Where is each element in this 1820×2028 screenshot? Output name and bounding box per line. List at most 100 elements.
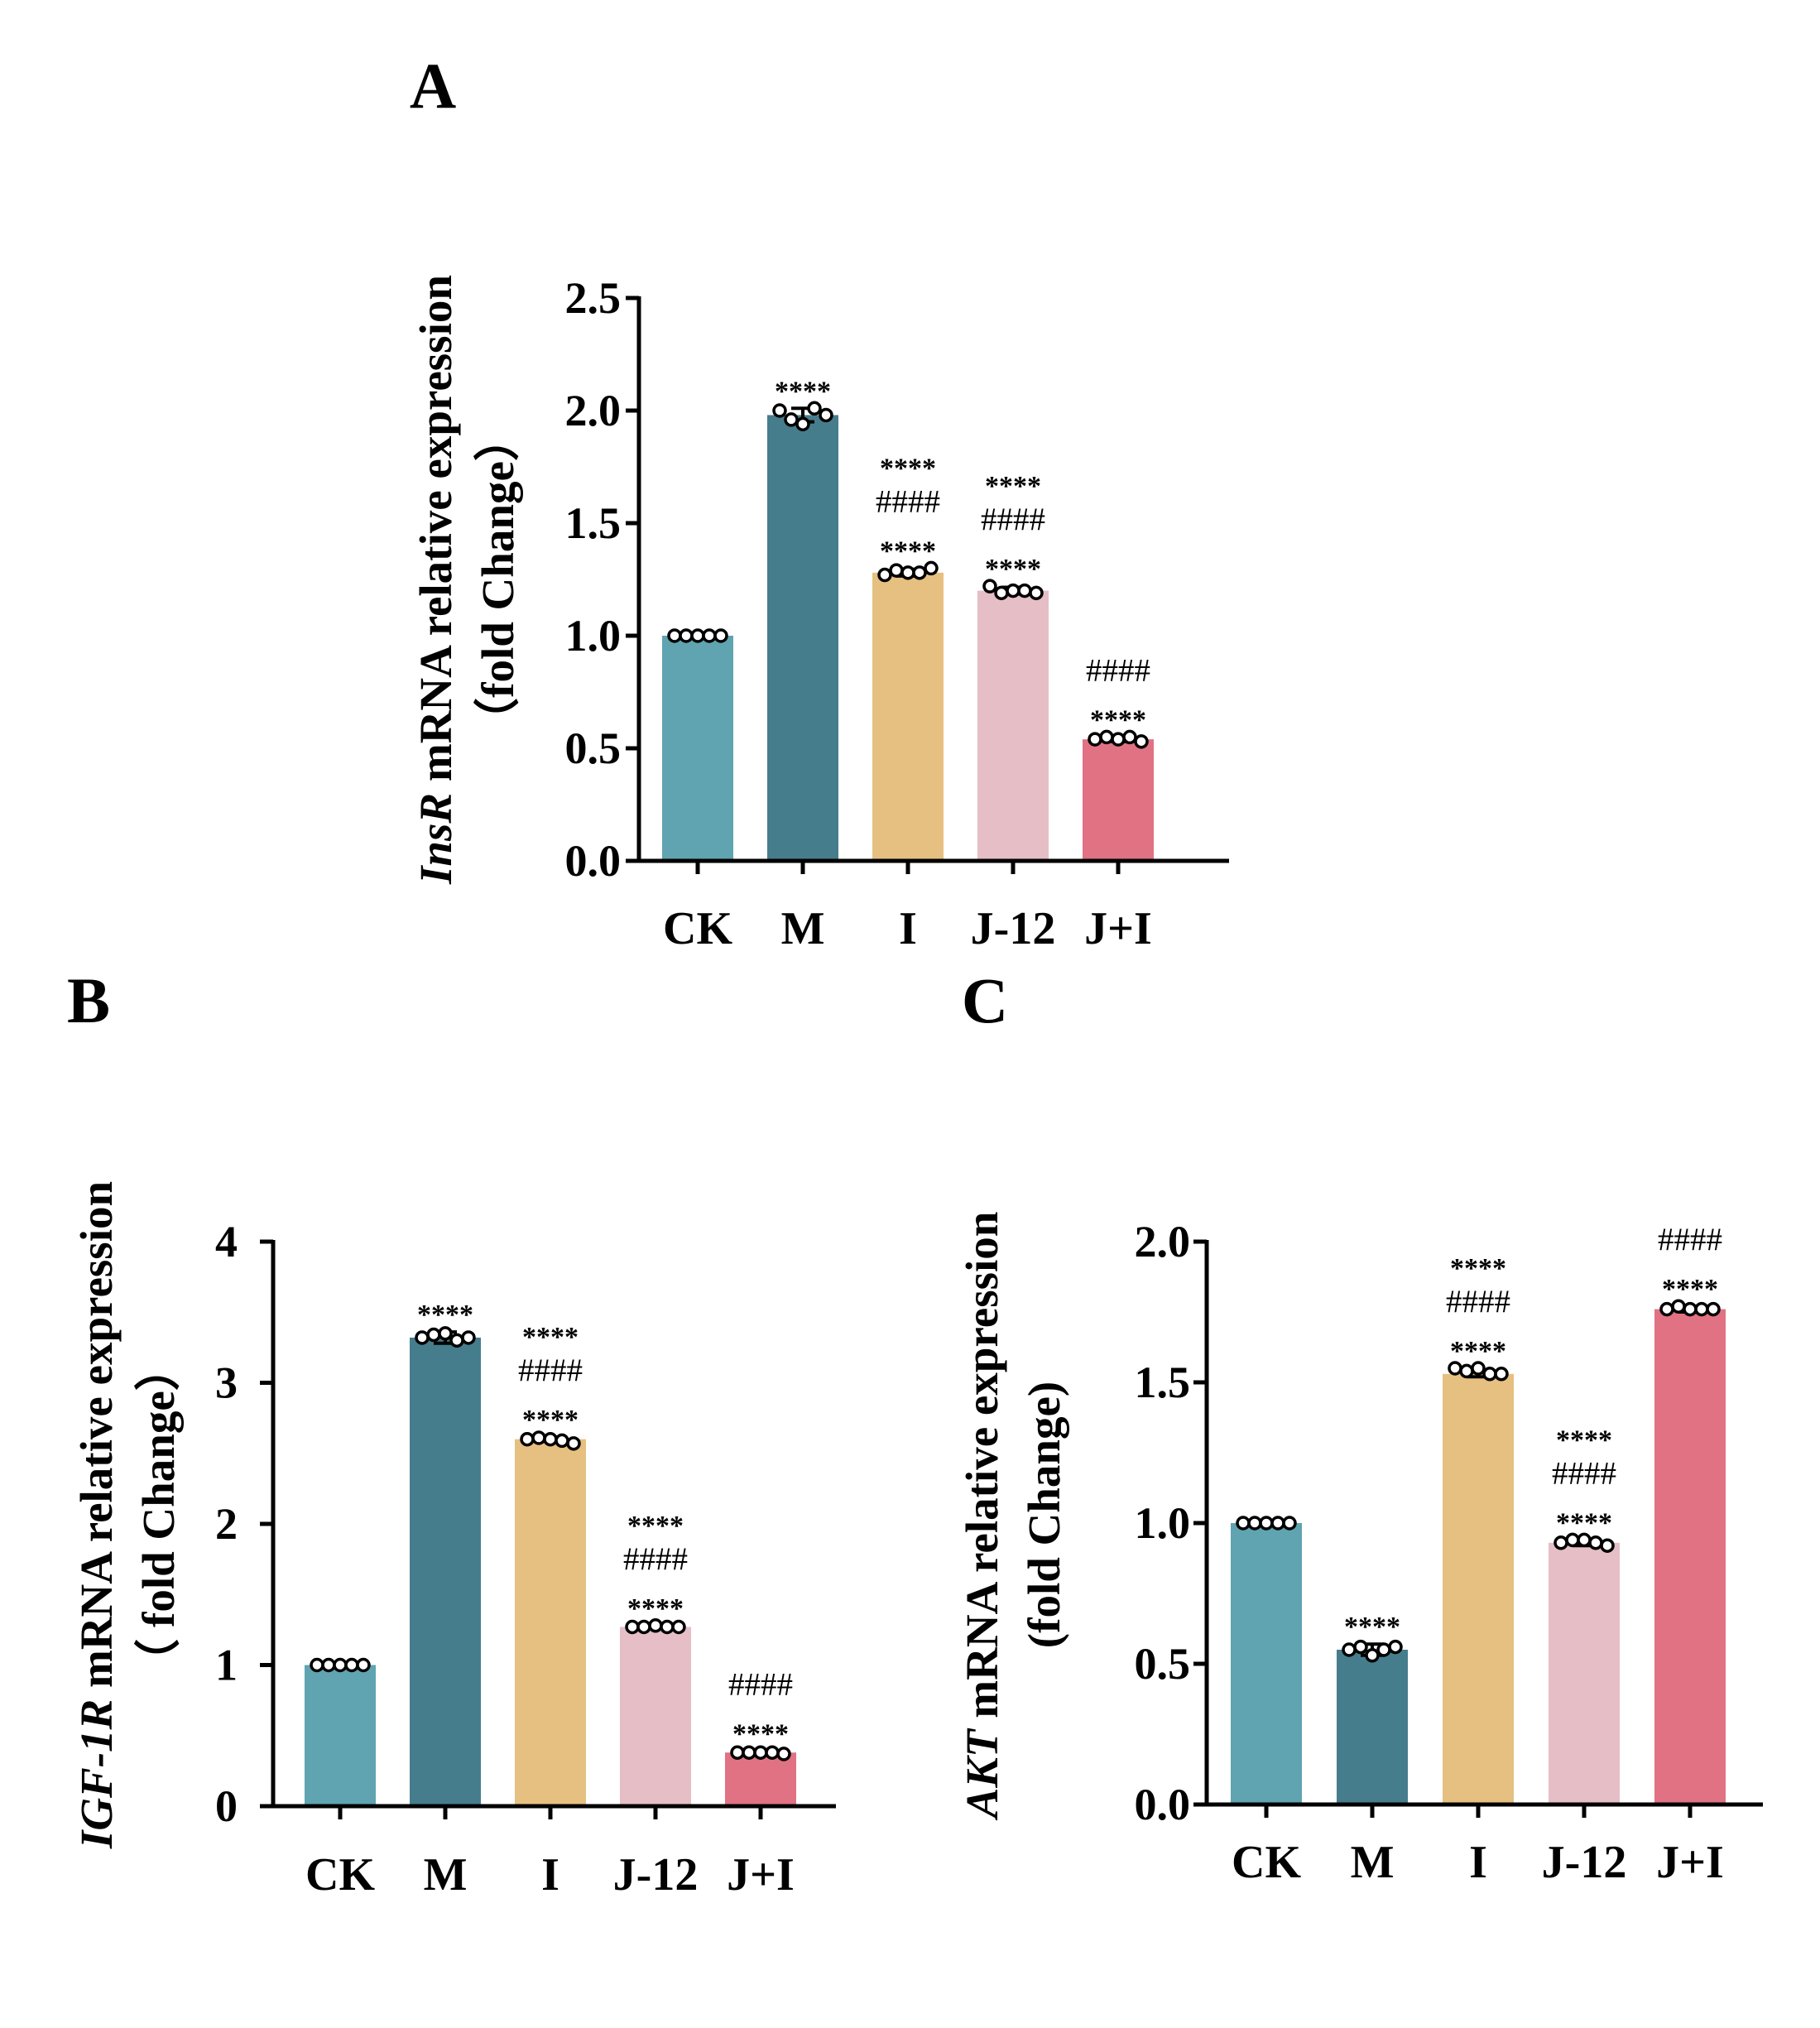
significance-stars: **** — [522, 1405, 579, 1435]
panel-label: A — [410, 50, 456, 122]
x-tick-label: J+I — [1656, 1837, 1724, 1888]
significance-stars: **** — [1344, 1612, 1400, 1642]
data-point — [1600, 1538, 1615, 1553]
data-point — [713, 628, 728, 643]
data-point — [772, 403, 787, 418]
data-point — [1494, 1367, 1509, 1382]
x-tick-label: CK — [1232, 1837, 1301, 1888]
bar-j12 — [620, 1627, 691, 1806]
significance-stars: **** — [522, 1322, 579, 1353]
significance-stars: **** — [1450, 1253, 1506, 1284]
significance-stars: **** — [775, 376, 831, 406]
data-point — [1342, 1642, 1357, 1657]
data-point — [924, 560, 939, 576]
x-tick-label: J-12 — [971, 903, 1056, 954]
y-tick-label: 2.0 — [1135, 1217, 1191, 1266]
bar-m — [767, 415, 838, 861]
bar-m — [410, 1337, 481, 1806]
data-point — [1017, 583, 1032, 598]
y-axis-title-gene: IGF-1R — [71, 1699, 122, 1849]
data-point — [438, 1326, 453, 1341]
x-tick-label: I — [899, 903, 917, 954]
bar-i — [515, 1439, 586, 1806]
y-tick-label: 0.0 — [1135, 1780, 1191, 1829]
y-axis-title-text: mRNA relative expression — [71, 1181, 122, 1699]
bar-ck — [305, 1665, 376, 1806]
significance-hash: #### — [623, 1541, 688, 1577]
data-point — [679, 628, 694, 643]
significance-stars: **** — [880, 536, 936, 566]
data-point — [1482, 1367, 1497, 1382]
data-point — [1388, 1639, 1403, 1655]
x-tick-label: J+I — [1084, 903, 1152, 954]
significance-stars: **** — [732, 1719, 789, 1750]
data-point — [1259, 1516, 1274, 1531]
data-point — [776, 1747, 791, 1761]
data-point — [356, 1657, 371, 1673]
data-point — [667, 628, 682, 643]
significance-stars: **** — [1556, 1507, 1612, 1538]
significance-stars: **** — [1090, 704, 1146, 735]
y-tick-label: 1.0 — [565, 611, 622, 661]
data-point — [807, 401, 822, 416]
significance-stars: **** — [627, 1511, 684, 1541]
y-tick-label: 0.0 — [565, 836, 622, 886]
y-axis-title-gene: AKT — [957, 1728, 1007, 1820]
data-point — [702, 628, 717, 643]
bar-ck — [662, 636, 733, 861]
data-point — [1694, 1301, 1709, 1317]
bar-ji — [725, 1752, 796, 1806]
data-point — [1122, 729, 1137, 745]
x-tick-label: CK — [663, 903, 732, 954]
panel-label: C — [962, 964, 1008, 1036]
y-tick-label: 0 — [215, 1781, 238, 1831]
x-tick-label: J-12 — [613, 1849, 699, 1901]
significance-stars: **** — [880, 453, 936, 483]
y-axis-title-text: mRNA relative expression — [957, 1212, 1007, 1730]
data-point — [461, 1330, 476, 1345]
y-axis-title: AKT mRNA relative expression — [957, 1212, 1007, 1821]
significance-hash: #### — [1446, 1284, 1510, 1319]
data-point — [449, 1333, 464, 1348]
y-tick-label: 0.5 — [1135, 1639, 1191, 1689]
data-point — [1134, 734, 1149, 749]
bar-i — [1443, 1373, 1514, 1805]
significance-stars: **** — [1662, 1274, 1718, 1305]
data-point — [994, 585, 1009, 601]
panel-a: A InsR mRNA relative expression （fold Chan… — [410, 50, 1229, 954]
bar-m — [1337, 1650, 1408, 1805]
significance-stars: **** — [1556, 1425, 1612, 1455]
bar-ji — [1654, 1309, 1726, 1805]
significance-stars: **** — [985, 471, 1041, 502]
y-axis-subtitle: (fold Change) — [1019, 1382, 1069, 1648]
significance-hash: #### — [728, 1667, 793, 1703]
data-point — [1247, 1516, 1262, 1531]
data-point — [690, 628, 705, 643]
y-tick-label: 0.5 — [565, 723, 622, 773]
y-tick-label: 1 — [215, 1641, 238, 1690]
significance-hash: #### — [1086, 652, 1150, 688]
data-point — [333, 1657, 348, 1673]
data-point — [1029, 585, 1044, 601]
data-point — [1236, 1516, 1251, 1531]
significance-hash: #### — [1658, 1222, 1722, 1257]
significance-hash: #### — [1552, 1455, 1616, 1491]
data-point — [671, 1619, 686, 1635]
bar-ji — [1083, 739, 1154, 861]
x-tick-label: M — [424, 1849, 468, 1901]
data-point — [1706, 1301, 1721, 1317]
data-point — [426, 1327, 441, 1343]
significance-stars: **** — [417, 1300, 473, 1330]
data-point — [310, 1657, 324, 1673]
panel-b: B IGF-1R mRNA relative expression （ fold C… — [67, 964, 836, 1901]
bar-i — [872, 572, 944, 861]
data-point — [321, 1657, 336, 1673]
data-point — [1553, 1535, 1568, 1550]
x-tick-label: M — [781, 903, 825, 954]
data-point — [1588, 1535, 1603, 1550]
data-point — [566, 1436, 581, 1451]
bar-j12 — [1549, 1542, 1620, 1805]
x-tick-label: M — [1351, 1837, 1395, 1888]
data-point — [1006, 583, 1020, 598]
